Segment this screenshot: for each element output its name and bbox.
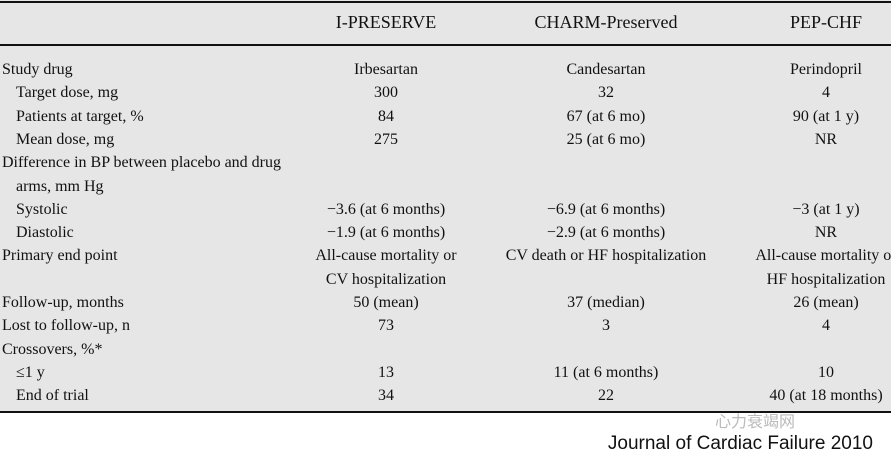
row-label: arms, mm Hg [16, 177, 104, 195]
cell: −1.9 (at 6 months) [326, 224, 446, 242]
row-label: Lost to follow-up, n [2, 317, 130, 335]
column-header: PEP-CHF [789, 12, 863, 32]
table-row: CV hospitalization HF hospitalization [0, 268, 891, 291]
row-label: Systolic [16, 200, 68, 218]
cell: 22 [598, 387, 614, 405]
column-header: CHARM-Preserved [534, 12, 678, 32]
cell: All-cause mortality or [315, 247, 457, 265]
table-row: Lost to follow-up, n 73 3 4 [0, 314, 891, 337]
cell: 84 [378, 107, 394, 125]
top-rule [0, 1, 891, 3]
row-label: Diastolic [16, 224, 74, 242]
table-row: Primary end point All-cause mortality or C… [0, 244, 891, 267]
table-row: Patients at target, % 84 67 (at 6 mo) 90 (a… [0, 105, 891, 128]
table-row: Target dose, mg 300 32 4 [0, 81, 891, 104]
cell: 40 (at 18 months) [769, 387, 883, 405]
cell: 34 [378, 387, 394, 405]
row-label: Crossovers, %* [2, 340, 103, 358]
table-row: Diastolic −1.9 (at 6 months) −2.9 (at 6 mo… [0, 221, 891, 244]
cell: −6.9 (at 6 months) [546, 200, 666, 218]
comparison-table: I-PRESERVE CHARM-Preserved PEP-CHF Study… [0, 0, 891, 413]
cell: 10 [818, 363, 834, 381]
table-row: Crossovers, %* [0, 338, 891, 361]
table-row: Difference in BP between placebo and dru… [0, 151, 891, 174]
cell: 32 [598, 84, 614, 102]
row-label: Primary end point [2, 247, 118, 265]
table-row: Mean dose, mg 275 25 (at 6 mo) NR [0, 128, 891, 151]
row-label: Patients at target, % [16, 107, 144, 125]
cell: 26 (mean) [793, 294, 859, 311]
cell: NR [814, 130, 838, 148]
cell: 73 [378, 317, 394, 335]
cell: 67 (at 6 mo) [566, 107, 646, 125]
row-label: End of trial [16, 387, 89, 405]
cell: 11 (at 6 months) [553, 363, 659, 381]
cell: 3 [602, 317, 610, 335]
cell: −2.9 (at 6 months) [546, 224, 666, 242]
cell: Perindopril [790, 61, 862, 78]
table-row: End of trial 34 22 40 (at 18 months) [0, 384, 891, 407]
cell: NR [814, 224, 838, 242]
cell: HF hospitalization [766, 270, 886, 288]
cell: 275 [374, 130, 398, 148]
row-label: ≤1 y [16, 363, 45, 381]
cell: 37 (median) [567, 294, 645, 311]
cell: 90 (at 1 y) [792, 107, 860, 125]
row-label: Follow-up, months [2, 294, 124, 311]
table-row: Follow-up, months 50 (mean) 37 (median) 26 … [0, 291, 891, 314]
cell: CV death or HF hospitalization [505, 247, 707, 265]
header-rule [0, 44, 891, 46]
table-row: Systolic −3.6 (at 6 months) −6.9 (at 6 mon… [0, 198, 891, 221]
source-caption: Journal of Cardiac Failure 2010 [607, 433, 873, 454]
watermark-logo: 心力衰竭网 [715, 412, 796, 431]
cell: Candesartan [566, 61, 646, 78]
table-row: arms, mm Hg [0, 175, 891, 198]
cell: 300 [374, 84, 398, 102]
row-label: Study drug [2, 61, 73, 78]
cell: −3.6 (at 6 months) [326, 200, 446, 218]
column-header: I-PRESERVE [335, 12, 437, 32]
table-row: ≤1 y 13 11 (at 6 months) 10 [0, 361, 891, 384]
cell: −3 (at 1 y) [792, 200, 860, 218]
cell: 4 [822, 84, 830, 102]
cell: 13 [378, 363, 394, 381]
row-label: Target dose, mg [16, 84, 119, 102]
cell: 50 (mean) [353, 294, 419, 311]
cell: 4 [822, 317, 830, 335]
row-label: Mean dose, mg [16, 130, 115, 148]
cell: CV hospitalization [325, 270, 447, 288]
cell: 25 (at 6 mo) [566, 130, 646, 148]
cell: All-cause mortality or [755, 247, 891, 265]
table-row: Study drug Irbesartan Candesartan Perindopr… [0, 58, 891, 81]
cell: Irbesartan [354, 61, 418, 78]
row-label: Difference in BP between placebo and dru… [2, 154, 282, 172]
bottom-rule [0, 411, 891, 413]
